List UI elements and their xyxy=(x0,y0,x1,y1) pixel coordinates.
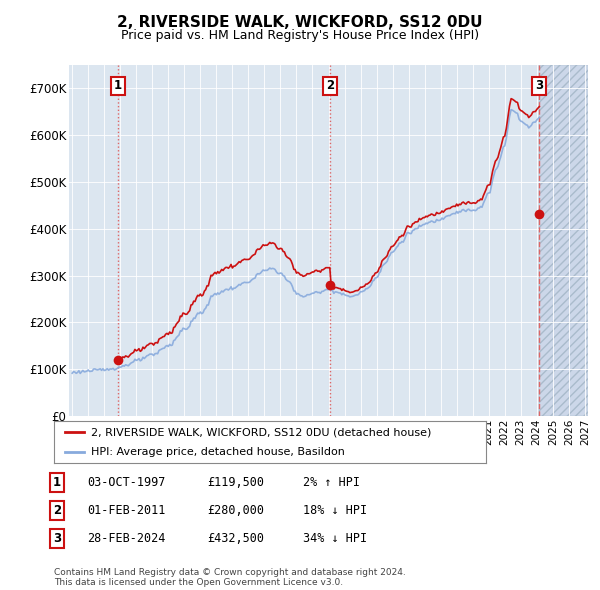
Text: £119,500: £119,500 xyxy=(207,476,264,489)
Text: Price paid vs. HM Land Registry's House Price Index (HPI): Price paid vs. HM Land Registry's House … xyxy=(121,30,479,42)
Text: 2: 2 xyxy=(326,80,334,93)
Text: 1: 1 xyxy=(53,476,61,489)
Text: £280,000: £280,000 xyxy=(207,504,264,517)
Text: 2: 2 xyxy=(53,504,61,517)
Text: 1: 1 xyxy=(113,80,122,93)
Text: 03-OCT-1997: 03-OCT-1997 xyxy=(87,476,166,489)
Text: 2, RIVERSIDE WALK, WICKFORD, SS12 0DU: 2, RIVERSIDE WALK, WICKFORD, SS12 0DU xyxy=(117,15,483,30)
Text: 2, RIVERSIDE WALK, WICKFORD, SS12 0DU (detached house): 2, RIVERSIDE WALK, WICKFORD, SS12 0DU (d… xyxy=(91,427,431,437)
Text: 01-FEB-2011: 01-FEB-2011 xyxy=(87,504,166,517)
Text: 18% ↓ HPI: 18% ↓ HPI xyxy=(303,504,367,517)
Text: 3: 3 xyxy=(53,532,61,545)
Text: 28-FEB-2024: 28-FEB-2024 xyxy=(87,532,166,545)
Text: HPI: Average price, detached house, Basildon: HPI: Average price, detached house, Basi… xyxy=(91,447,344,457)
Bar xyxy=(539,65,588,416)
Bar xyxy=(539,65,588,416)
Text: £432,500: £432,500 xyxy=(207,532,264,545)
Text: Contains HM Land Registry data © Crown copyright and database right 2024.
This d: Contains HM Land Registry data © Crown c… xyxy=(54,568,406,587)
Text: 3: 3 xyxy=(535,80,544,93)
Text: 34% ↓ HPI: 34% ↓ HPI xyxy=(303,532,367,545)
Text: 2% ↑ HPI: 2% ↑ HPI xyxy=(303,476,360,489)
